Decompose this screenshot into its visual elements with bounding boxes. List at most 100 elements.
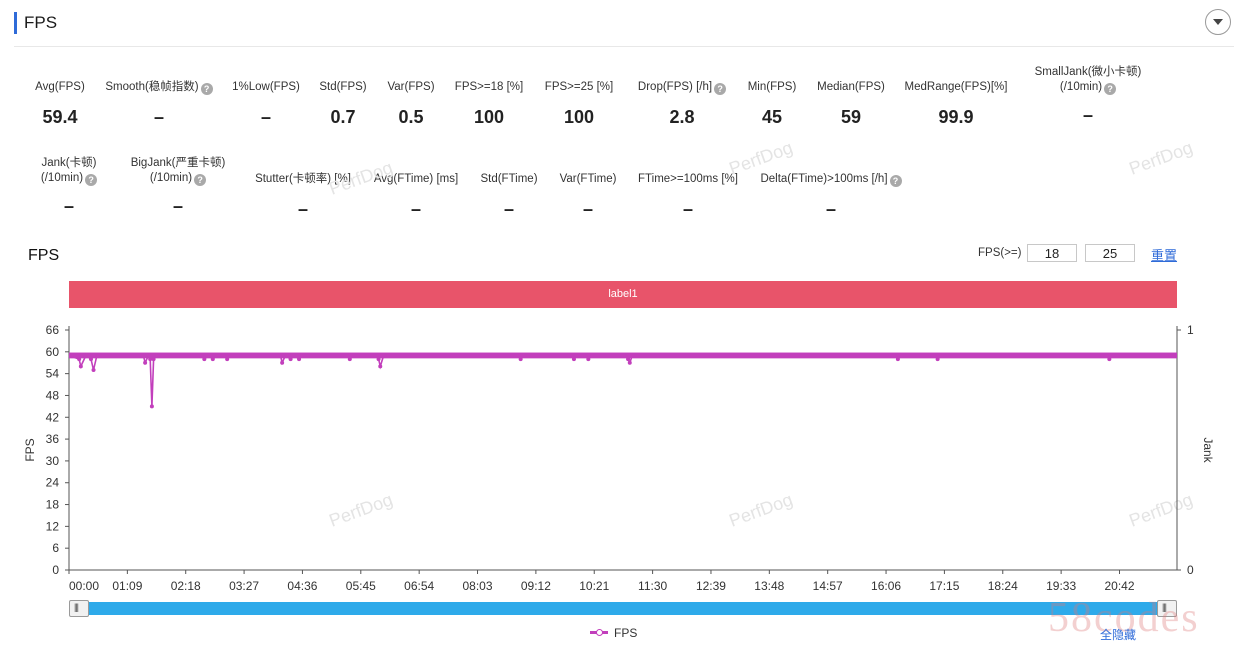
metric-value: – — [1082, 105, 1093, 125]
reset-link[interactable]: 重置 — [1151, 248, 1178, 263]
y-tick-label: 42 — [46, 410, 60, 424]
x-tick-label: 06:54 — [404, 579, 434, 593]
metric-min-fps: Min(FPS) 45 — [742, 80, 802, 128]
fps-data-point — [210, 357, 215, 362]
metric-label: Std(FPS) — [319, 81, 367, 93]
threshold-input-2[interactable] — [1085, 244, 1135, 262]
fps-series-line — [68, 353, 1177, 407]
fps-data-point — [149, 404, 154, 409]
fps-data-point — [586, 357, 591, 362]
fps-data-point — [143, 360, 148, 365]
metric-ftime-ge-100: FTime>=100ms [%] – — [634, 172, 742, 220]
metric-label-unit: (/10min) — [1059, 81, 1103, 93]
metric-label: Drop(FPS) [/h] — [637, 81, 713, 93]
x-tick-label: 17:15 — [929, 579, 959, 593]
metric-label: Var(FTime) — [559, 173, 617, 185]
hide-all-link[interactable]: 全隐藏 — [1100, 628, 1137, 642]
metric-value: – — [260, 107, 271, 127]
fps-line-chart: 0 6 12 18 24 30 36 42 48 54 60 66 0 1 00:00 01:09 02:18 0… — [23, 323, 1215, 593]
metric-fps-ge-25: FPS>=25 [%] 100 — [541, 80, 617, 128]
fps-data-point — [895, 357, 900, 362]
metric-1pct-low: 1%Low(FPS) – — [228, 80, 304, 128]
metric-value: – — [582, 199, 593, 219]
fps-data-point — [151, 357, 156, 362]
help-icon[interactable]: ? — [85, 174, 98, 186]
x-tick-label: 14:57 — [813, 579, 843, 593]
metric-var-fps: Var(FPS) 0.5 — [381, 80, 441, 128]
x-tick-label: 04:36 — [287, 579, 317, 593]
metric-smooth: Smooth(稳帧指数)? – — [104, 80, 214, 128]
help-icon[interactable]: ? — [200, 83, 213, 95]
metric-label: 1%Low(FPS) — [232, 81, 300, 93]
slider-handle-right[interactable] — [1157, 600, 1177, 617]
fps-data-point — [88, 357, 93, 362]
metric-label: Smooth(稳帧指数) — [105, 81, 199, 93]
fps-data-point — [91, 368, 96, 372]
metric-jank: Jank(卡顿) (/10min)? – — [30, 156, 108, 217]
fps-data-point — [627, 360, 632, 365]
metric-var-ftime: Var(FTime) – — [555, 172, 621, 220]
legend-item-fps[interactable]: FPS — [590, 626, 637, 640]
watermark: PerfDog — [1126, 137, 1196, 179]
metric-median-fps: Median(FPS) 59 — [812, 80, 890, 128]
metric-value: – — [297, 199, 308, 219]
fps-data-point — [225, 357, 230, 362]
y-tick-label: 48 — [46, 388, 60, 402]
metric-label: FPS>=25 [%] — [544, 81, 614, 93]
metric-value: 0.5 — [398, 107, 424, 127]
fps-data-point — [1107, 357, 1112, 362]
help-icon[interactable]: ? — [714, 83, 727, 95]
fps-data-point — [518, 357, 523, 362]
metric-avg-fps: Avg(FPS) 59.4 — [30, 80, 90, 128]
metric-label: Std(FTime) — [480, 173, 538, 185]
fps-data-point — [148, 357, 153, 362]
threshold-input-1[interactable] — [1027, 244, 1077, 262]
metric-small-jank: SmallJank(微小卡顿) (/10min)? – — [1024, 65, 1152, 126]
x-tick-label: 00:00 — [69, 579, 99, 593]
section-title: FPS — [24, 13, 58, 32]
fps-data-point — [202, 357, 207, 362]
y2-axis-title: Jank — [1201, 437, 1215, 463]
fps-data-point — [571, 357, 576, 362]
metric-big-jank: BigJank(严重卡顿) (/10min)? – — [122, 156, 234, 217]
y2-tick-label: 1 — [1187, 323, 1194, 337]
label-band[interactable]: label1 — [69, 281, 1177, 308]
help-icon[interactable]: ? — [194, 174, 207, 186]
metric-label: FPS>=18 [%] — [454, 81, 524, 93]
y-tick-label: 66 — [46, 323, 60, 337]
metric-value: – — [172, 196, 183, 216]
x-tick-label: 16:06 — [871, 579, 901, 593]
x-tick-label: 01:09 — [112, 579, 142, 593]
metric-label: SmallJank(微小卡顿) — [1034, 66, 1142, 78]
metric-label: Var(FPS) — [387, 81, 435, 93]
fps-data-point — [378, 364, 383, 369]
metric-value: – — [63, 196, 74, 216]
x-tick-label: 09:12 — [521, 579, 551, 593]
x-tick-label: 05:45 — [346, 579, 376, 593]
fps-data-point — [288, 357, 293, 362]
fps-data-point — [77, 357, 82, 362]
header-accent-bar — [14, 12, 17, 34]
metric-value: 0.7 — [330, 107, 356, 127]
time-range-slider[interactable] — [69, 602, 1177, 615]
x-tick-label: 11:30 — [638, 579, 667, 593]
y-tick-label: 18 — [46, 498, 60, 512]
metric-value: 100 — [473, 107, 505, 127]
help-icon[interactable]: ? — [889, 175, 902, 187]
y2-tick-label: 0 — [1187, 563, 1194, 577]
help-icon[interactable]: ? — [1104, 83, 1117, 95]
threshold-label: FPS(>=) — [978, 247, 1022, 259]
metric-label: Stutter(卡顿率) [%] — [255, 173, 351, 185]
metric-delta-ftime: Delta(FTime)>100ms [/h]? – — [756, 172, 906, 220]
y-tick-label: 30 — [46, 454, 60, 468]
y-tick-label: 54 — [46, 367, 60, 381]
collapse-chevron-icon[interactable] — [1205, 9, 1231, 35]
fps-data-point — [347, 357, 352, 362]
y-tick-label: 0 — [52, 563, 59, 577]
metric-label: BigJank(严重卡顿) — [130, 157, 226, 169]
slider-handle-left[interactable] — [69, 600, 89, 617]
x-tick-label: 13:48 — [754, 579, 784, 593]
metric-std-fps: Std(FPS) 0.7 — [313, 80, 373, 128]
y-tick-label: 12 — [46, 519, 60, 533]
metric-value: – — [153, 107, 164, 127]
